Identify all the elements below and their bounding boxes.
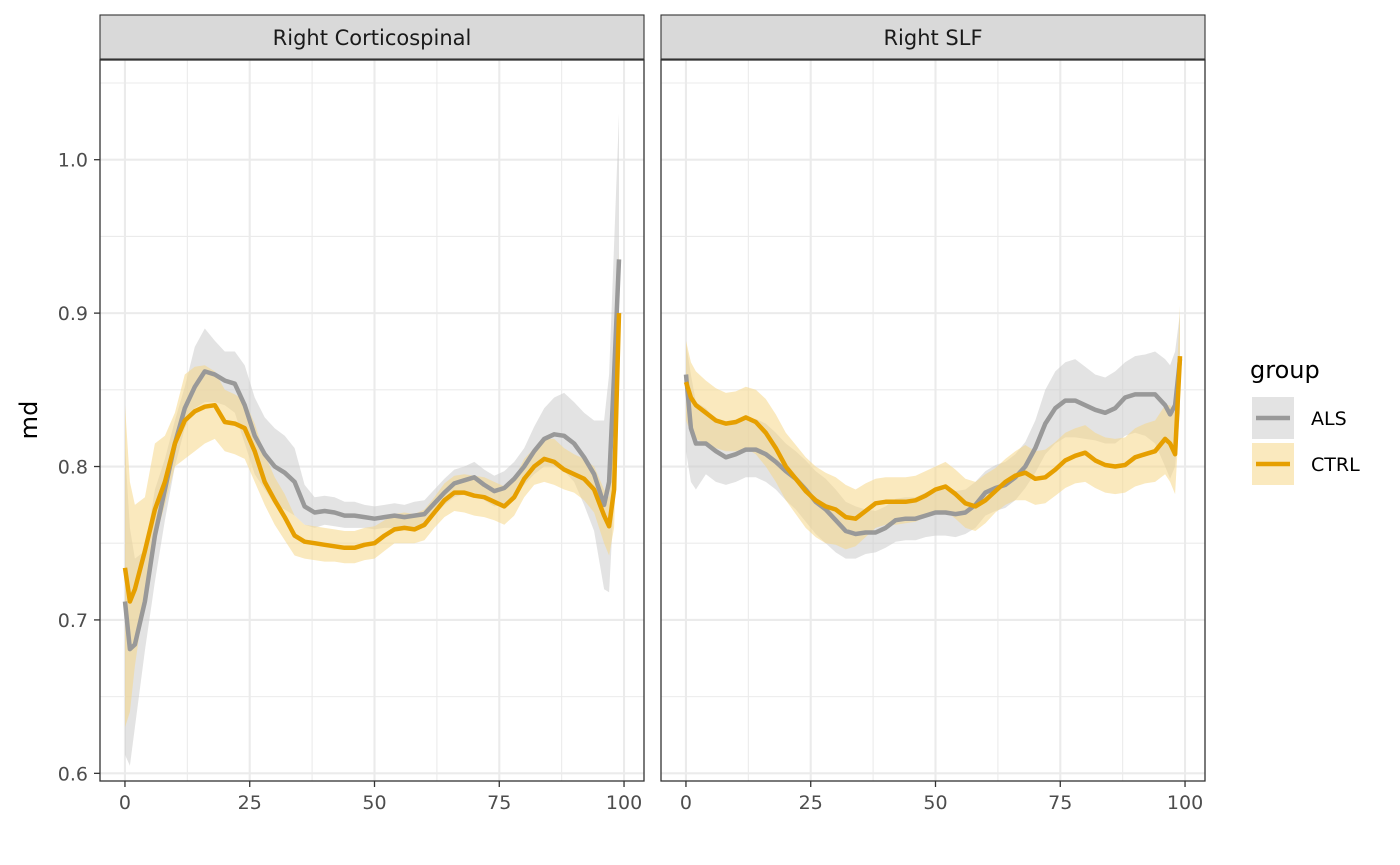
x-tick-label: 75 [1048, 792, 1072, 814]
y-tick-label: 0.8 [58, 457, 88, 479]
x-tick-label: 25 [799, 792, 823, 814]
facet-strip [99, 14, 645, 60]
x-tick-label: 0 [119, 792, 131, 814]
confidence-band-ctrl [686, 305, 1180, 550]
confidence-band-ctrl [125, 251, 619, 728]
facet-panel-2: Right SLF 0 25 50 75 100 [660, 14, 1206, 814]
panel-border [99, 59, 645, 782]
legend-title: group [1250, 356, 1320, 384]
panels: Right Corticospinal 0 25 50 75 100 0.6 0.7 0.8 0.… [58, 14, 1206, 814]
y-tick-label: 0.9 [58, 303, 88, 325]
x-tick-label: 50 [362, 792, 386, 814]
facet-title: Right Corticospinal [273, 26, 472, 50]
legend-label: ALS [1311, 408, 1347, 430]
x-tick-label: 25 [238, 792, 262, 814]
y-axis-title: md [15, 401, 43, 440]
panel-border [660, 59, 1206, 782]
legend-item-als: ALS [1252, 397, 1347, 439]
series-line-als [683, 358, 1183, 537]
grid [100, 60, 644, 781]
legend-label: CTRL [1311, 454, 1360, 476]
x-tick-label: 100 [1167, 792, 1203, 814]
series-line-ctrl [122, 313, 622, 604]
facet-strip [660, 14, 1206, 60]
x-tick-label: 50 [923, 792, 947, 814]
series-line-ctrl [683, 355, 1183, 521]
facet-title: Right SLF [883, 26, 982, 50]
y-tick-label: 1.0 [58, 150, 88, 172]
legend: group ALS CTRL [1250, 356, 1360, 485]
x-tick-label: 75 [487, 792, 511, 814]
y-tick-label: 0.7 [58, 610, 88, 632]
series-line-als [122, 259, 622, 652]
facet-panel-1: Right Corticospinal 0 25 50 75 100 0.6 0.7 0.8 0.… [58, 14, 645, 814]
y-tick-label: 0.6 [58, 763, 88, 785]
x-tick-label: 100 [606, 792, 642, 814]
legend-item-ctrl: CTRL [1252, 443, 1360, 485]
x-tick-label: 0 [680, 792, 692, 814]
